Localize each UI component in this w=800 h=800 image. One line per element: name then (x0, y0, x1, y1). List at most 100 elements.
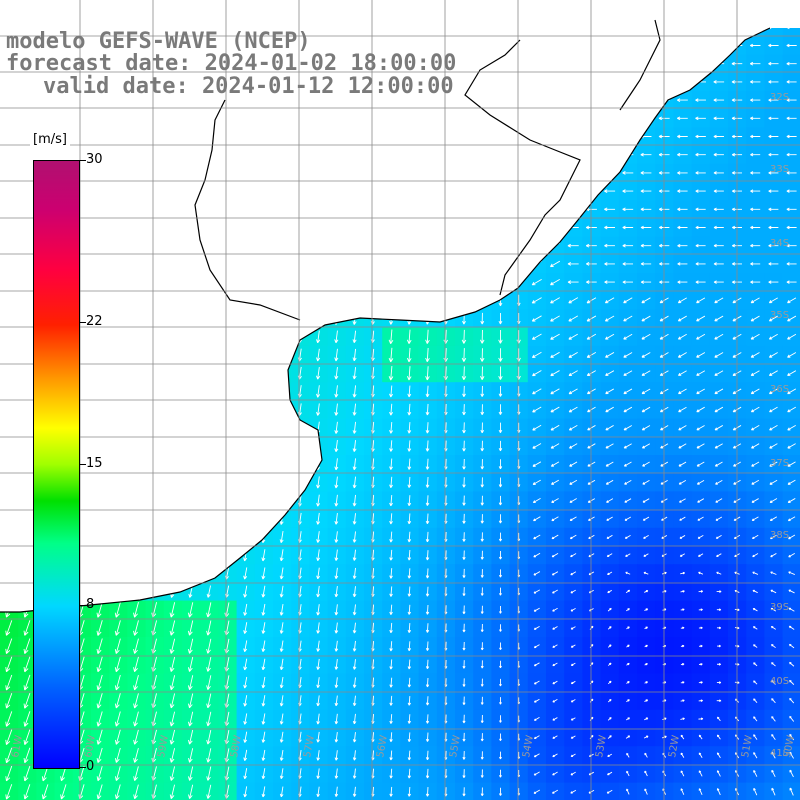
wind-arrow (96, 656, 103, 673)
wind-arrow (550, 333, 560, 340)
wind-arrow (316, 348, 321, 362)
wind-arrow (531, 315, 542, 322)
wind-arrow (133, 620, 139, 636)
wind-arrow (187, 602, 194, 618)
wind-arrow (279, 768, 284, 779)
wind-arrow (716, 716, 721, 722)
wind-arrow (133, 602, 139, 618)
wind-arrow (334, 622, 339, 634)
wind-arrow (279, 640, 284, 652)
wind-arrow (261, 622, 266, 634)
wind-arrow (585, 243, 597, 248)
title-valid-date: valid date: 2024-01-12 12:00:00 (43, 74, 454, 99)
wind-arrow (407, 659, 412, 670)
wind-arrow (388, 347, 394, 363)
wind-arrow (389, 549, 393, 561)
wind-arrow (680, 717, 685, 721)
lon-label: 50W (782, 734, 797, 758)
wind-arrow (623, 443, 632, 449)
border-uruguay (464, 39, 581, 296)
wind-arrow (717, 644, 721, 648)
wind-arrow (243, 640, 248, 653)
wind-arrow (352, 586, 357, 598)
wind-arrow (388, 329, 394, 345)
wind-arrow (533, 662, 540, 667)
wind-arrow (243, 768, 248, 780)
wind-arrow (389, 476, 393, 489)
wind-arrow (352, 367, 357, 380)
wind-arrow (552, 698, 558, 703)
wind-arrow (695, 98, 706, 102)
wind-arrow (696, 297, 706, 304)
wind-arrow (96, 729, 103, 745)
wind-arrow (678, 425, 687, 431)
wind-arrow (586, 333, 597, 340)
wind-arrow (588, 534, 595, 540)
wind-arrow (641, 370, 651, 376)
wind-arrow (696, 370, 706, 376)
wind-arrow (769, 479, 778, 485)
wind-arrow (587, 461, 596, 467)
wind-arrow (787, 424, 796, 431)
wind-arrow (552, 662, 558, 667)
wind-arrow (750, 370, 760, 376)
wind-arrow (787, 370, 797, 376)
wind-arrow (243, 622, 248, 634)
river-uruguay (194, 99, 301, 321)
wind-arrow (623, 370, 633, 376)
wind-arrow (532, 479, 541, 485)
wind-arrow (604, 207, 616, 212)
wind-arrow (462, 458, 466, 470)
wind-arrow (334, 640, 339, 652)
wind-arrow (462, 678, 466, 687)
wind-arrow (498, 312, 503, 325)
wind-arrow (680, 770, 685, 777)
wind-arrow (133, 674, 139, 691)
wind-arrow (769, 461, 778, 467)
wind-arrow (389, 714, 393, 724)
wind-arrow (626, 752, 630, 758)
wind-arrow (407, 732, 411, 742)
wind-arrow (770, 607, 777, 612)
wind-arrow (789, 715, 795, 722)
wind-arrow (570, 699, 576, 703)
wind-arrow (261, 786, 266, 798)
wind-arrow (749, 61, 761, 66)
wind-arrow (788, 589, 795, 594)
wind-arrow (480, 422, 485, 434)
wind-arrow (498, 495, 503, 506)
wind-arrow (677, 315, 687, 322)
wind-arrow (623, 406, 633, 413)
wind-arrow (605, 388, 615, 395)
wind-arrow (698, 699, 703, 702)
wind-arrow (753, 752, 758, 759)
wind-arrow (640, 171, 652, 175)
wind-arrow (789, 751, 794, 759)
wind-arrow (607, 607, 612, 612)
wind-arrow (697, 516, 704, 521)
wind-arrow (696, 406, 705, 413)
wind-arrow (498, 440, 503, 452)
wind-arrow (788, 571, 795, 576)
wind-arrow (5, 747, 13, 764)
wind-arrow (261, 749, 266, 761)
wind-arrow (769, 443, 778, 449)
wind-arrow (552, 680, 558, 685)
wind-arrow (698, 571, 704, 575)
wind-arrow (643, 553, 649, 557)
wind-arrow (425, 440, 430, 452)
wind-arrow (352, 440, 357, 452)
wind-arrow (206, 711, 212, 727)
title-forecast-date: forecast date: 2024-01-02 18:00:00 (6, 51, 457, 76)
lon-label: 57W (302, 734, 317, 758)
wind-arrow (462, 477, 466, 488)
wind-arrow (588, 553, 595, 558)
wind-arrow (622, 171, 634, 175)
wind-arrow (206, 693, 212, 709)
wind-arrow (586, 315, 597, 322)
lon-label: 55W (448, 734, 463, 758)
wind-arrow (96, 638, 103, 654)
wind-arrow (587, 479, 596, 485)
wind-cell (782, 764, 800, 784)
wind-arrow (768, 225, 779, 230)
